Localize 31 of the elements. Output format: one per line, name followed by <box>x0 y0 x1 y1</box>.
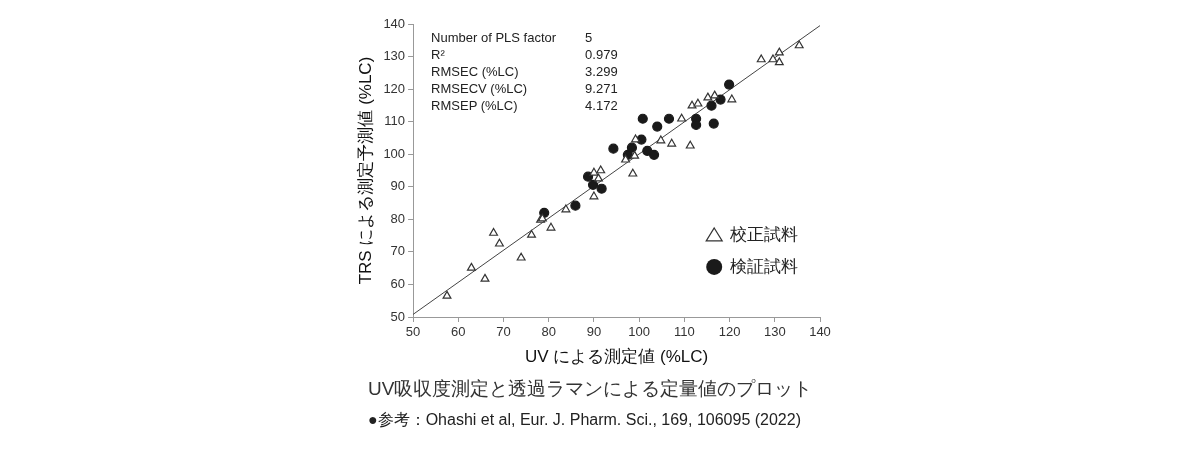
legend-label: 校正試料 <box>729 224 799 244</box>
y-tick-label: 110 <box>384 113 406 129</box>
x-axis-title: UV による測定値 (%LC) <box>524 347 709 367</box>
x-tick-label: 140 <box>809 324 831 340</box>
y-tick-label: 120 <box>383 80 406 96</box>
y-tick-label: 70 <box>390 243 406 259</box>
x-tick-label: 130 <box>763 324 786 340</box>
x-tick-label: 70 <box>496 324 511 340</box>
y-tick-label: 50 <box>390 308 406 324</box>
x-tick-label: 120 <box>718 324 741 340</box>
y-tick-label: 140 <box>383 15 406 31</box>
legend-label: 検証試料 <box>730 256 799 276</box>
y-tick-label: 100 <box>383 145 406 161</box>
x-tick-label: 80 <box>541 324 556 340</box>
text: R² 0.979 <box>431 46 618 62</box>
x-tick-label: 110 <box>674 324 695 340</box>
text: RMSEP (%LC) 4.172 <box>431 97 618 113</box>
text: Number of PLS factor 5 <box>431 29 593 45</box>
x-tick-label: 100 <box>628 324 650 340</box>
y-tick-label: 60 <box>390 276 406 292</box>
y-tick-label: 80 <box>390 210 406 226</box>
text: RMSEC (%LC) 3.299 <box>431 63 618 79</box>
text: RMSECV (%LC) 9.271 <box>431 80 618 96</box>
y-tick-label: 130 <box>383 48 406 64</box>
y-axis-title: TRS による測定予測値 (%LC) <box>355 56 375 285</box>
y-tick-label: 90 <box>390 178 406 194</box>
x-tick-label: 60 <box>451 324 466 340</box>
x-tick-label: 50 <box>405 324 421 340</box>
text: UV吸収度測定と透過ラマンによる定量値のプロット <box>368 377 813 401</box>
text: ●参考：Ohashi et al, Eur. J. Pharm. Sci., 169, 106095 (2022) <box>368 410 801 430</box>
x-tick-label: 90 <box>586 324 602 340</box>
